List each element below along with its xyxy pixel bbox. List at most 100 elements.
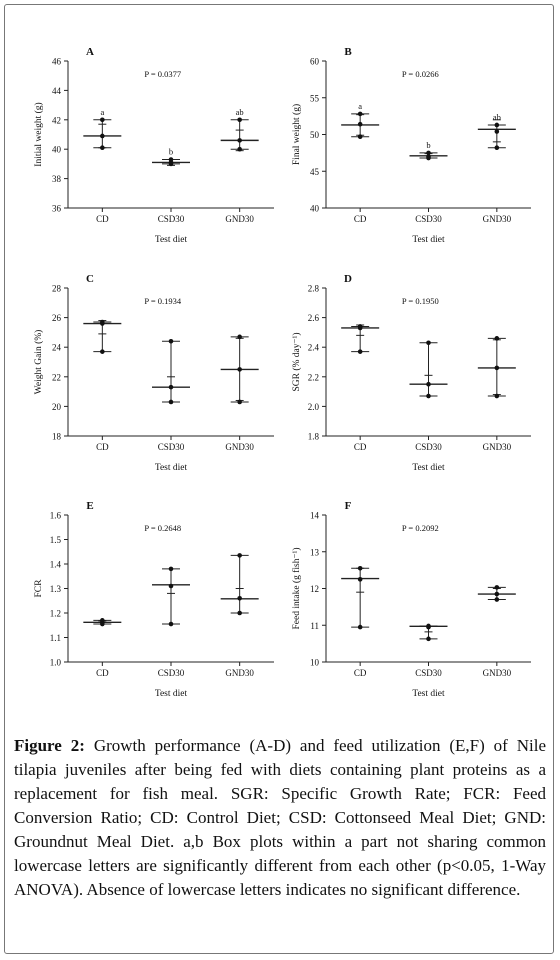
y-tick-label: 20 bbox=[52, 402, 62, 412]
data-point bbox=[426, 381, 431, 387]
data-point bbox=[494, 393, 500, 399]
y-tick-label: 2.4 bbox=[308, 343, 320, 353]
x-axis-title: Test diet bbox=[412, 235, 445, 245]
y-tick-label: 14 bbox=[310, 511, 320, 521]
data-point bbox=[237, 138, 242, 143]
y-tick-label: 38 bbox=[52, 174, 62, 184]
y-tick-label: 22 bbox=[52, 372, 61, 382]
panel-letter: B bbox=[344, 46, 352, 58]
y-tick-label: 2.6 bbox=[308, 313, 320, 323]
y-tick-label: 44 bbox=[52, 86, 62, 96]
x-tick-label: GND30 bbox=[225, 668, 254, 678]
x-tick-label: CSD30 bbox=[415, 214, 442, 224]
x-axis-title: Test diet bbox=[412, 689, 445, 699]
data-point bbox=[426, 393, 431, 399]
data-point bbox=[494, 585, 500, 590]
x-tick-label: CD bbox=[354, 442, 367, 452]
y-tick-label: 1.6 bbox=[50, 511, 62, 521]
y-axis-title: Initial weight (g) bbox=[33, 102, 44, 166]
x-tick-label: CD bbox=[96, 214, 109, 224]
data-point bbox=[494, 365, 500, 371]
y-tick-label: 50 bbox=[310, 130, 320, 140]
x-tick-label: GND30 bbox=[225, 442, 254, 452]
y-tick-label: 13 bbox=[310, 547, 320, 557]
panel-e: 1.0 1.1 1.2 1.3 1.4 1.5 1.6 CD CSD30 GND30 Test di… bbox=[34, 500, 274, 699]
data-point bbox=[494, 122, 500, 128]
data-point bbox=[494, 336, 500, 341]
y-tick-label: 40 bbox=[52, 145, 62, 155]
y-tick-label: 46 bbox=[52, 57, 62, 67]
y-axis-title: Final weight (g) bbox=[291, 104, 302, 165]
data-point bbox=[357, 624, 363, 630]
x-tick-label: CD bbox=[354, 214, 367, 224]
p-value-label: P = 0.2092 bbox=[402, 523, 439, 533]
x-tick-label: CD bbox=[354, 668, 367, 678]
data-point bbox=[357, 577, 363, 582]
panel-letter: A bbox=[86, 46, 94, 58]
y-tick-label: 26 bbox=[52, 313, 62, 323]
panel-letter: C bbox=[86, 273, 94, 285]
y-tick-label: 24 bbox=[52, 343, 62, 353]
data-point bbox=[237, 367, 242, 372]
data-point bbox=[237, 399, 242, 405]
x-tick-label: CSD30 bbox=[158, 214, 185, 224]
data-point bbox=[357, 134, 363, 140]
y-tick-label: 2.2 bbox=[308, 372, 319, 382]
data-point bbox=[237, 146, 242, 152]
y-axis-title: FCR bbox=[34, 579, 44, 598]
data-point bbox=[100, 319, 105, 325]
y-tick-label: 1.1 bbox=[50, 633, 61, 643]
caption-text: Growth performance (A-D) and feed utiliz… bbox=[14, 736, 546, 899]
data-point bbox=[357, 565, 363, 571]
significance-letter: ab bbox=[236, 107, 244, 117]
y-tick-label: 45 bbox=[310, 167, 320, 177]
y-axis-title: Weight Gain (%) bbox=[33, 330, 44, 395]
x-tick-label: CSD30 bbox=[158, 668, 185, 678]
x-tick-label: GND30 bbox=[483, 442, 512, 452]
significance-letter: ab bbox=[493, 112, 501, 122]
significance-letter: a bbox=[358, 101, 362, 111]
panel-letter: F bbox=[345, 500, 352, 512]
data-point bbox=[237, 117, 242, 123]
data-point bbox=[168, 621, 174, 627]
x-tick-label: CD bbox=[96, 668, 109, 678]
data-point bbox=[100, 618, 105, 623]
data-point bbox=[168, 157, 174, 162]
y-tick-label: 36 bbox=[52, 204, 62, 214]
p-value-label: P = 0.1934 bbox=[144, 296, 182, 306]
y-tick-label: 1.0 bbox=[50, 658, 62, 668]
data-point bbox=[237, 334, 242, 340]
y-tick-label: 11 bbox=[310, 621, 319, 631]
data-point bbox=[168, 399, 174, 405]
x-tick-label: GND30 bbox=[225, 214, 254, 224]
y-tick-label: 1.3 bbox=[50, 584, 62, 594]
data-point bbox=[357, 121, 363, 127]
significance-letter: a bbox=[100, 107, 104, 117]
x-tick-label: CD bbox=[96, 442, 109, 452]
caption-label: Figure 2: bbox=[14, 736, 85, 755]
y-tick-label: 12 bbox=[310, 584, 319, 594]
y-tick-label: 18 bbox=[52, 432, 62, 442]
p-value-label: P = 0.2648 bbox=[144, 523, 181, 533]
data-point bbox=[100, 145, 105, 151]
y-axis-title: Feed intake (g fish⁻¹) bbox=[291, 548, 302, 630]
data-point bbox=[100, 349, 105, 354]
data-point bbox=[237, 610, 242, 616]
x-axis-title: Test diet bbox=[155, 235, 188, 245]
y-tick-label: 2.8 bbox=[308, 284, 320, 294]
x-tick-label: GND30 bbox=[483, 214, 512, 224]
panel-letter: D bbox=[344, 273, 352, 285]
data-point bbox=[237, 553, 242, 558]
x-tick-label: GND30 bbox=[483, 668, 512, 678]
panel-a: 36 38 40 42 44 46 CD CSD30 GND30 Test diet Initial… bbox=[33, 46, 274, 245]
y-tick-label: 1.2 bbox=[50, 609, 61, 619]
y-axis-title: SGR (% day⁻¹) bbox=[291, 332, 302, 391]
data-point bbox=[168, 384, 174, 390]
data-point bbox=[357, 349, 363, 354]
x-axis-title: Test diet bbox=[412, 463, 445, 473]
panel-c: 18 20 22 24 26 28 CD CSD30 GND30 Test diet Weight … bbox=[33, 273, 274, 473]
data-point bbox=[168, 583, 174, 589]
y-tick-label: 28 bbox=[52, 284, 62, 294]
data-point bbox=[168, 338, 174, 344]
